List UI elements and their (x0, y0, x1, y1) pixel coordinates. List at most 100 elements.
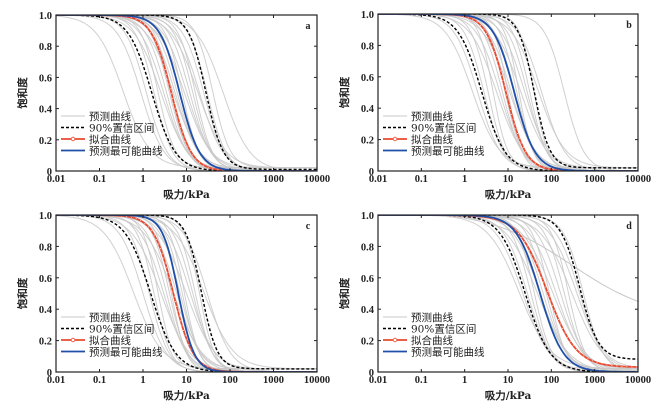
legend-label: 拟合曲线 (89, 334, 131, 347)
legend-label: 预测曲线 (411, 311, 453, 324)
y-tick-label: 0.8 (39, 42, 52, 53)
x-tick-label: 0.01 (369, 375, 387, 386)
legend-prediction-sample: 预测曲线 (61, 110, 131, 123)
y-tick-label: 0.4 (361, 104, 375, 115)
x-tick-label: 1 (140, 375, 145, 386)
x-tick-label: 10000 (304, 174, 330, 185)
x-tick-label: 100 (222, 375, 238, 386)
prediction-sample-curve (378, 215, 638, 372)
panel-letter: b (626, 20, 632, 31)
prediction-sample-curve (378, 215, 638, 302)
x-tick-label: 100 (543, 174, 559, 185)
x-tick-label: 0.01 (369, 174, 387, 185)
y-tick-label: 0.8 (39, 242, 52, 253)
legend-label: 预测最可能曲线 (411, 346, 485, 359)
legend-label: 预测曲线 (89, 311, 131, 324)
prediction-sample-curve (56, 15, 317, 171)
legend-confidence-interval: 90%置信区间 (383, 323, 476, 336)
legend-label: 预测曲线 (89, 110, 131, 123)
y-tick-label: 0.4 (361, 305, 375, 316)
y-tick-label: 0 (47, 368, 52, 379)
x-tick-label: 1 (462, 375, 467, 386)
y-axis-title: 饱和度 (338, 277, 351, 309)
legend-label: 90%置信区间 (411, 323, 476, 336)
panel-letter: c (306, 221, 311, 232)
prediction-sample-curve (378, 14, 638, 171)
prediction-sample-curve (56, 215, 317, 372)
panel-b: 0.01 0.1 1 10 100 1000 10000 0 0.2 0.4 0.6 0.8 1.0 吸力… (338, 10, 651, 201)
legend-most-likely-curve: 预测最可能曲线 (61, 346, 163, 359)
x-tick-label: 100 (543, 375, 559, 386)
confidence-interval-lower (56, 215, 317, 372)
prediction-sample-curve (56, 15, 317, 171)
x-tick-label: 1000 (584, 375, 605, 386)
y-tick-label: 0 (369, 368, 374, 379)
x-tick-label: 100 (222, 174, 238, 185)
y-tick-label: 0.2 (361, 337, 374, 348)
legend-most-likely-curve: 预测最可能曲线 (61, 145, 163, 158)
prediction-sample-curve (378, 215, 638, 370)
legend-prediction-sample: 预测曲线 (61, 311, 131, 324)
y-tick-label: 0.8 (361, 242, 374, 253)
prediction-sample-curve (378, 14, 638, 171)
y-tick-label: 1.0 (39, 211, 52, 222)
x-tick-label: 10 (181, 174, 192, 185)
prediction-sample-curve (378, 14, 638, 171)
y-tick-label: 0.2 (39, 337, 52, 348)
legend-confidence-interval: 90%置信区间 (383, 122, 476, 135)
legend-confidence-interval: 90%置信区间 (61, 323, 154, 336)
legend-label: 90%置信区间 (89, 122, 154, 135)
panel-d: 0.01 0.1 1 10 100 1000 10000 0 0.2 0.4 0.6 0.8 1.0 吸力… (338, 211, 651, 402)
prediction-sample-curve (56, 15, 317, 171)
panel-c: 0.01 0.1 1 10 100 1000 10000 0 0.2 0.4 0.6 0.8 1.0 吸力… (16, 211, 330, 402)
prediction-sample-curve (56, 215, 317, 372)
legend-label: 拟合曲线 (411, 334, 453, 347)
panel-letter: a (306, 21, 311, 32)
y-tick-label: 0 (369, 167, 374, 178)
prediction-sample-curve (378, 14, 638, 171)
legend-prediction-sample: 预测曲线 (383, 311, 453, 324)
y-axis-title: 饱和度 (338, 76, 351, 108)
x-tick-label: 0.1 (93, 174, 106, 185)
x-axis-title: 吸力/kPa (163, 188, 210, 201)
y-tick-label: 0.4 (39, 105, 53, 116)
y-tick-label: 0.4 (39, 305, 53, 316)
x-tick-label: 0.1 (415, 375, 428, 386)
legend-fitted-curve: 拟合曲线 (383, 334, 453, 347)
y-tick-label: 0.6 (39, 274, 52, 285)
prediction-sample-curve (56, 215, 317, 372)
y-axis-title: 饱和度 (16, 277, 29, 309)
most-likely-curve (56, 215, 317, 372)
y-tick-label: 0.8 (361, 41, 374, 52)
x-tick-label: 0.01 (47, 375, 65, 386)
x-tick-label: 0.1 (415, 174, 428, 185)
prediction-sample-curve (378, 14, 638, 171)
x-tick-label: 10 (181, 375, 192, 386)
x-tick-label: 1000 (263, 174, 284, 185)
legend-label: 预测最可能曲线 (89, 145, 163, 158)
x-tick-label: 10 (503, 174, 514, 185)
y-tick-label: 1.0 (39, 11, 52, 22)
x-tick-label: 1 (462, 174, 467, 185)
legend-prediction-sample: 预测曲线 (383, 110, 453, 123)
x-tick-label: 1000 (584, 174, 605, 185)
y-axis-title: 饱和度 (16, 77, 29, 109)
legend-marker (70, 337, 76, 343)
legend-label: 预测最可能曲线 (411, 145, 485, 158)
prediction-sample-curve (56, 15, 317, 171)
y-tick-label: 0 (47, 167, 52, 178)
legend-marker (70, 136, 76, 142)
y-tick-label: 0.2 (39, 136, 52, 147)
legend-label: 预测最可能曲线 (89, 346, 163, 359)
confidence-interval-upper (56, 215, 317, 370)
legend-fitted-curve: 拟合曲线 (383, 133, 453, 146)
legend-label: 预测曲线 (411, 110, 453, 123)
prediction-sample-curve (56, 215, 317, 372)
x-tick-label: 10000 (625, 375, 651, 386)
legend-confidence-interval: 90%置信区间 (61, 122, 154, 135)
x-axis-title: 吸力/kPa (485, 389, 532, 402)
